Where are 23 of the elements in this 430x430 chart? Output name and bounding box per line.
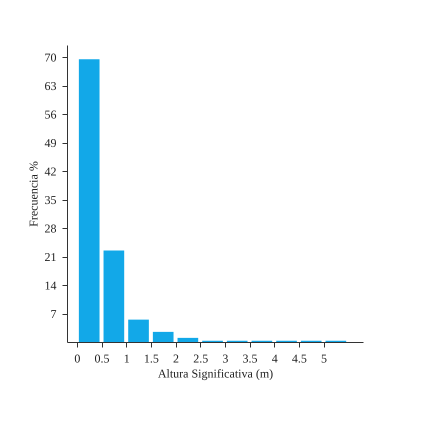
y-tick-label: 28 xyxy=(44,222,56,236)
y-tick-label: 21 xyxy=(44,250,56,264)
y-tick-label: 56 xyxy=(44,108,56,122)
x-tick-label: 1 xyxy=(124,352,130,366)
x-tick-label: 4 xyxy=(272,352,278,366)
x-tick-label: 5 xyxy=(321,352,328,366)
y-tick-label: 42 xyxy=(44,164,56,179)
y-tick-label: 49 xyxy=(44,136,56,150)
x-tick-label: 4.5 xyxy=(292,352,307,366)
x-tick-label: 3.5 xyxy=(242,352,258,366)
x-tick-label: 1.5 xyxy=(144,352,159,366)
x-tick-label: 0.5 xyxy=(94,352,110,366)
x-tick-label: 2.5 xyxy=(193,352,208,366)
y-tick-label: 35 xyxy=(44,193,56,208)
y-tick-label: 14 xyxy=(44,278,56,293)
y-axis-title: Frecuencia % xyxy=(26,161,40,227)
x-tick-label: 0 xyxy=(74,352,80,366)
y-tick-label: 70 xyxy=(44,50,56,65)
x-tick-label: 3 xyxy=(222,352,228,366)
x-axis-title: Altura Significativa (m) xyxy=(158,366,274,380)
y-tick-label: 63 xyxy=(44,79,56,94)
x-tick-label: 2 xyxy=(173,352,180,366)
y-tick-label: 7 xyxy=(50,307,56,322)
